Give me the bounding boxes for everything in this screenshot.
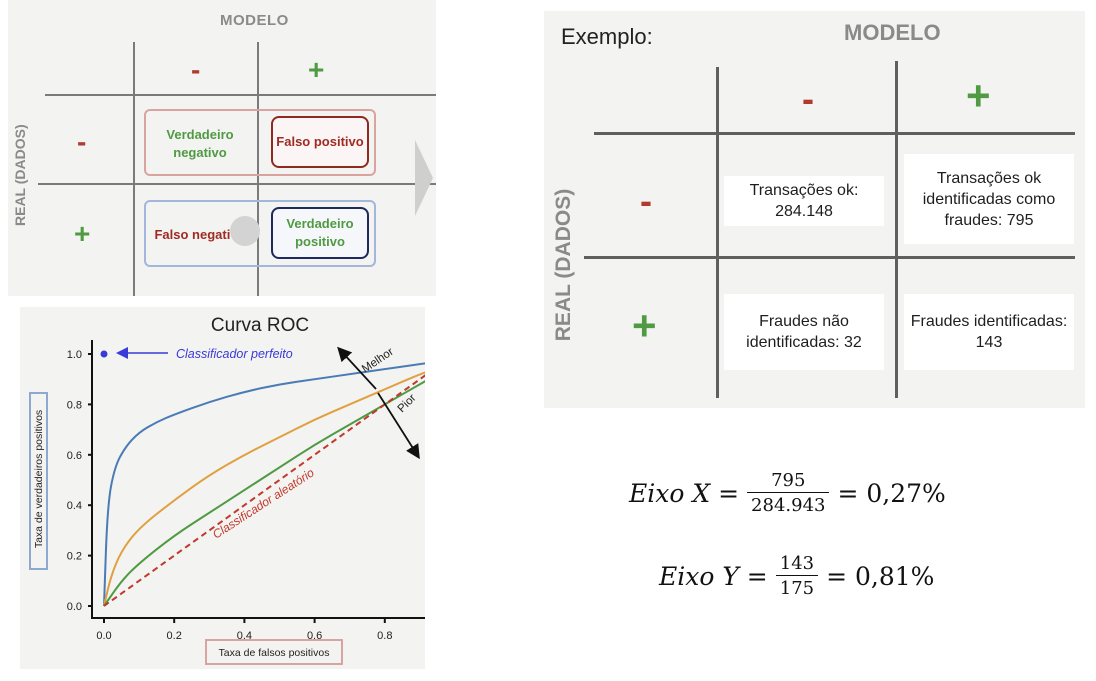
grid-line: [716, 67, 719, 398]
cell-false-negative: Fraudes não identificadas: 32: [724, 294, 884, 370]
grid-line: [133, 42, 135, 296]
model-title: MODELO: [844, 20, 941, 45]
roc-axes: [91, 340, 425, 619]
x-tick-label: 0.2: [167, 630, 182, 642]
col-sign-positive: +: [308, 54, 325, 85]
x-axis-label: Taxa de falsos positivos: [219, 647, 330, 659]
roc-curve-orange: [103, 371, 425, 607]
real-axis-label: REAL (DADOS): [12, 124, 28, 226]
formula-y-numerator: 143: [779, 553, 815, 574]
ylabel-box: [29, 392, 48, 570]
roc-chart: Curva ROC 0.0 0.2 0.4 0.6 0.8 1.0 0.0 0.2 0.4 0.6…: [20, 307, 425, 669]
negative-row-group: [144, 109, 376, 176]
cell-true-negative: Transações ok: 284.148: [724, 176, 884, 226]
roc-curve-random: [103, 374, 425, 607]
formula-x-result: = 0,27%: [837, 478, 946, 508]
x-tick-label: 0.8: [377, 630, 392, 642]
cursor-dot: [230, 216, 260, 246]
row-sign-positive: +: [74, 218, 91, 249]
formula-x-fraction: 795 284.943: [747, 470, 830, 516]
grid-line: [594, 132, 1075, 135]
confusion-matrix-example: Exemplo: MODELO - + - + REAL (DADOS) Tra…: [544, 11, 1085, 408]
row-sign-negative: -: [640, 180, 652, 221]
y-tick-label: 0.6: [67, 450, 82, 462]
positive-row-group: [144, 200, 376, 267]
roc-axis-frame: [91, 340, 425, 619]
cell-false-positive: Falso positivo: [271, 116, 369, 168]
cell-false-negative: Falso negativo: [154, 227, 246, 242]
example-label: Exemplo:: [561, 24, 653, 49]
y-tick-label: 0.4: [67, 500, 82, 512]
col-sign-negative: -: [802, 78, 814, 119]
formula-x-denominator: 284.943: [747, 492, 830, 516]
formula-x: Eixo X = 795 284.943 = 0,27%: [629, 470, 946, 516]
better-arrow: [337, 346, 377, 390]
y-tick-label: 0.0: [67, 601, 82, 613]
grid-line: [584, 256, 1075, 259]
x-tick-label: 0.0: [96, 630, 111, 642]
formula-y: Eixo Y = 143 175 = 0,81%: [659, 553, 934, 599]
xlabel-box: [205, 639, 343, 665]
formula-x-lhs: Eixo X =: [629, 478, 740, 508]
perfect-classifier-label: Classificador perfeito: [176, 347, 293, 361]
formula-x-numerator: 795: [771, 470, 806, 491]
roc-series: [103, 362, 425, 607]
col-sign-negative: -: [191, 54, 201, 85]
model-title: MODELO: [220, 12, 289, 29]
grid-line: [257, 42, 259, 296]
worse-arrow: [377, 392, 420, 460]
y-axis-label: Taxa de verdadeiros positivos: [33, 410, 45, 548]
formula-y-lhs: Eixo Y =: [659, 561, 768, 591]
y-tick-label: 1.0: [67, 349, 82, 361]
grid-line: [38, 183, 436, 185]
roc-curve-blue: [103, 362, 425, 607]
roc-title: Curva ROC: [211, 315, 309, 336]
formula-y-fraction: 143 175: [775, 553, 819, 599]
formula-y-denominator: 175: [775, 575, 819, 599]
perfect-classifier-point: [100, 350, 108, 358]
real-axis-label: REAL (DADOS): [552, 188, 575, 342]
row-sign-negative: -: [77, 126, 87, 157]
formula-y-result: = 0,81%: [826, 561, 935, 591]
cell-true-positive: Verdadeiro positivo: [271, 207, 369, 259]
cell-true-negative: Verdadeiro negativo: [166, 127, 234, 160]
y-tick-label: 0.8: [67, 399, 82, 411]
row-sign-positive: +: [632, 302, 657, 349]
cell-true-positive: Fraudes identificadas: 143: [904, 294, 1074, 370]
roc-curve-green: [103, 380, 425, 607]
right-arrow-icon: [413, 140, 435, 221]
roc-ticks: 0.00.20.40.60.81.00.0 0.2 0.4 0.6 0.8: [67, 349, 393, 642]
grid-line: [45, 94, 436, 96]
grid-line: [895, 61, 898, 398]
cell-false-positive: Transações ok identificadas como fraudes…: [904, 154, 1074, 244]
confusion-matrix-concept: MODELO - + - + REAL (DADOS) Verdadeiro n…: [8, 0, 436, 296]
col-sign-positive: +: [966, 72, 991, 119]
y-tick-label: 0.2: [67, 551, 82, 563]
